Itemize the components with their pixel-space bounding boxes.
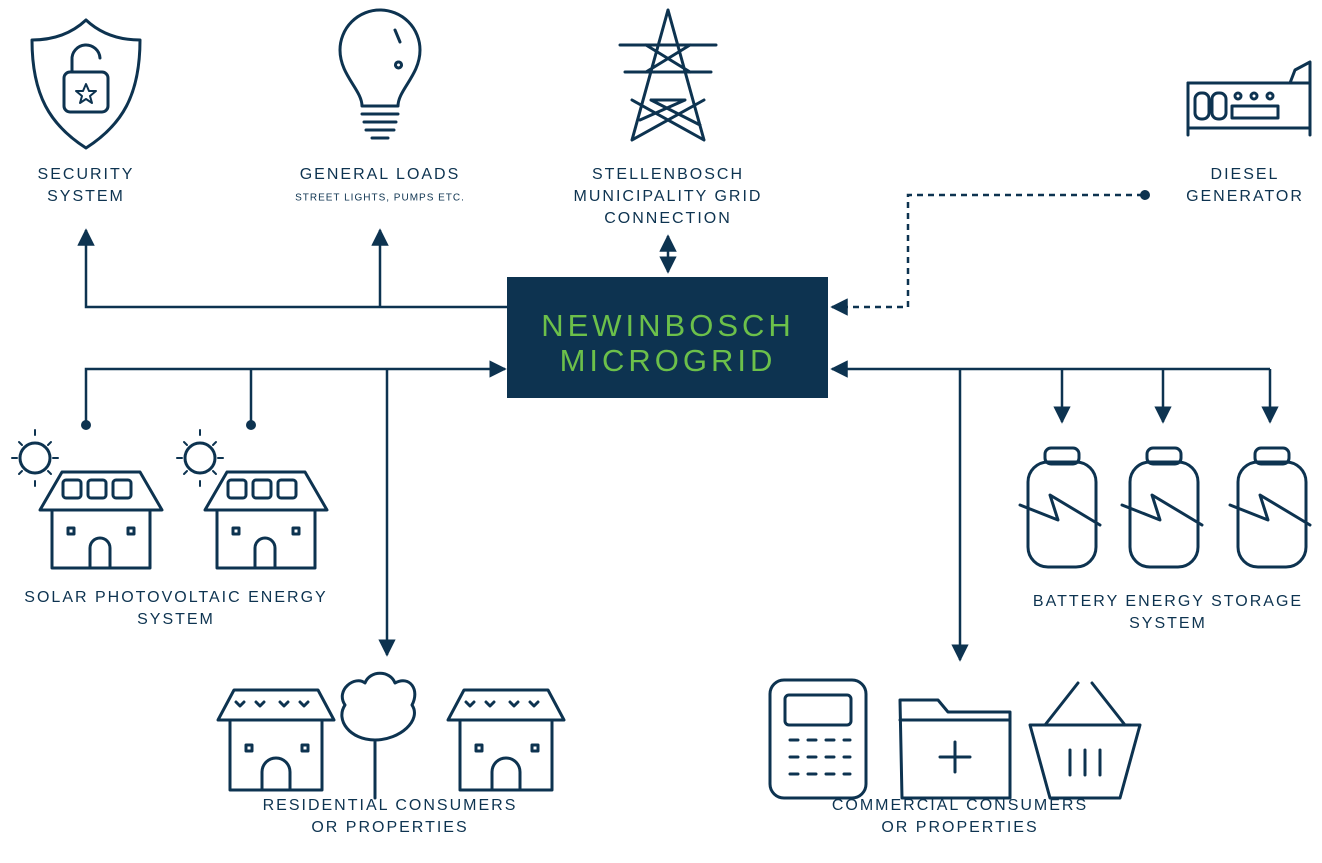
center-label: NEWINBOSCH bbox=[541, 308, 795, 343]
labels: SECURITY SYSTEM GENERAL LOADS STREET LIG… bbox=[24, 166, 1304, 836]
solar-house-icon bbox=[177, 430, 327, 568]
node-label: DIESEL bbox=[1211, 166, 1280, 183]
node-label: COMMERCIAL CONSUMERS bbox=[832, 797, 1088, 814]
security-icon bbox=[32, 20, 140, 148]
node-sublabel: STREET LIGHTS, PUMPS ETC. bbox=[295, 193, 465, 204]
node-label: SYSTEM bbox=[47, 188, 125, 205]
node-label: OR PROPERTIES bbox=[881, 819, 1038, 836]
diagram: NEWINBOSCH MICROGRID SECURITY SYSTEM GEN… bbox=[0, 0, 1322, 863]
node-label: CONNECTION bbox=[604, 210, 732, 227]
commercial-icons bbox=[770, 680, 1140, 798]
solar-house-icon bbox=[12, 430, 162, 568]
node-label: GENERATOR bbox=[1186, 188, 1304, 205]
node-label: OR PROPERTIES bbox=[311, 819, 468, 836]
node-label: SYSTEM bbox=[1129, 615, 1207, 632]
generator-icon bbox=[1188, 62, 1310, 135]
node-label: SOLAR PHOTOVOLTAIC ENERGY bbox=[24, 589, 327, 606]
node-label: RESIDENTIAL CONSUMERS bbox=[263, 797, 518, 814]
node-label: MUNICIPALITY GRID bbox=[574, 188, 763, 205]
center-label: MICROGRID bbox=[560, 343, 777, 378]
battery-icons bbox=[1020, 448, 1310, 567]
residential-icons bbox=[218, 673, 564, 798]
node-label: GENERAL LOADS bbox=[300, 166, 461, 183]
bulb-icon bbox=[340, 10, 420, 138]
node-label: SYSTEM bbox=[137, 611, 215, 628]
node-label: SECURITY bbox=[38, 166, 135, 183]
pylon-icon bbox=[620, 10, 716, 140]
node-label: BATTERY ENERGY STORAGE bbox=[1033, 593, 1303, 610]
node-label: STELLENBOSCH bbox=[592, 166, 744, 183]
